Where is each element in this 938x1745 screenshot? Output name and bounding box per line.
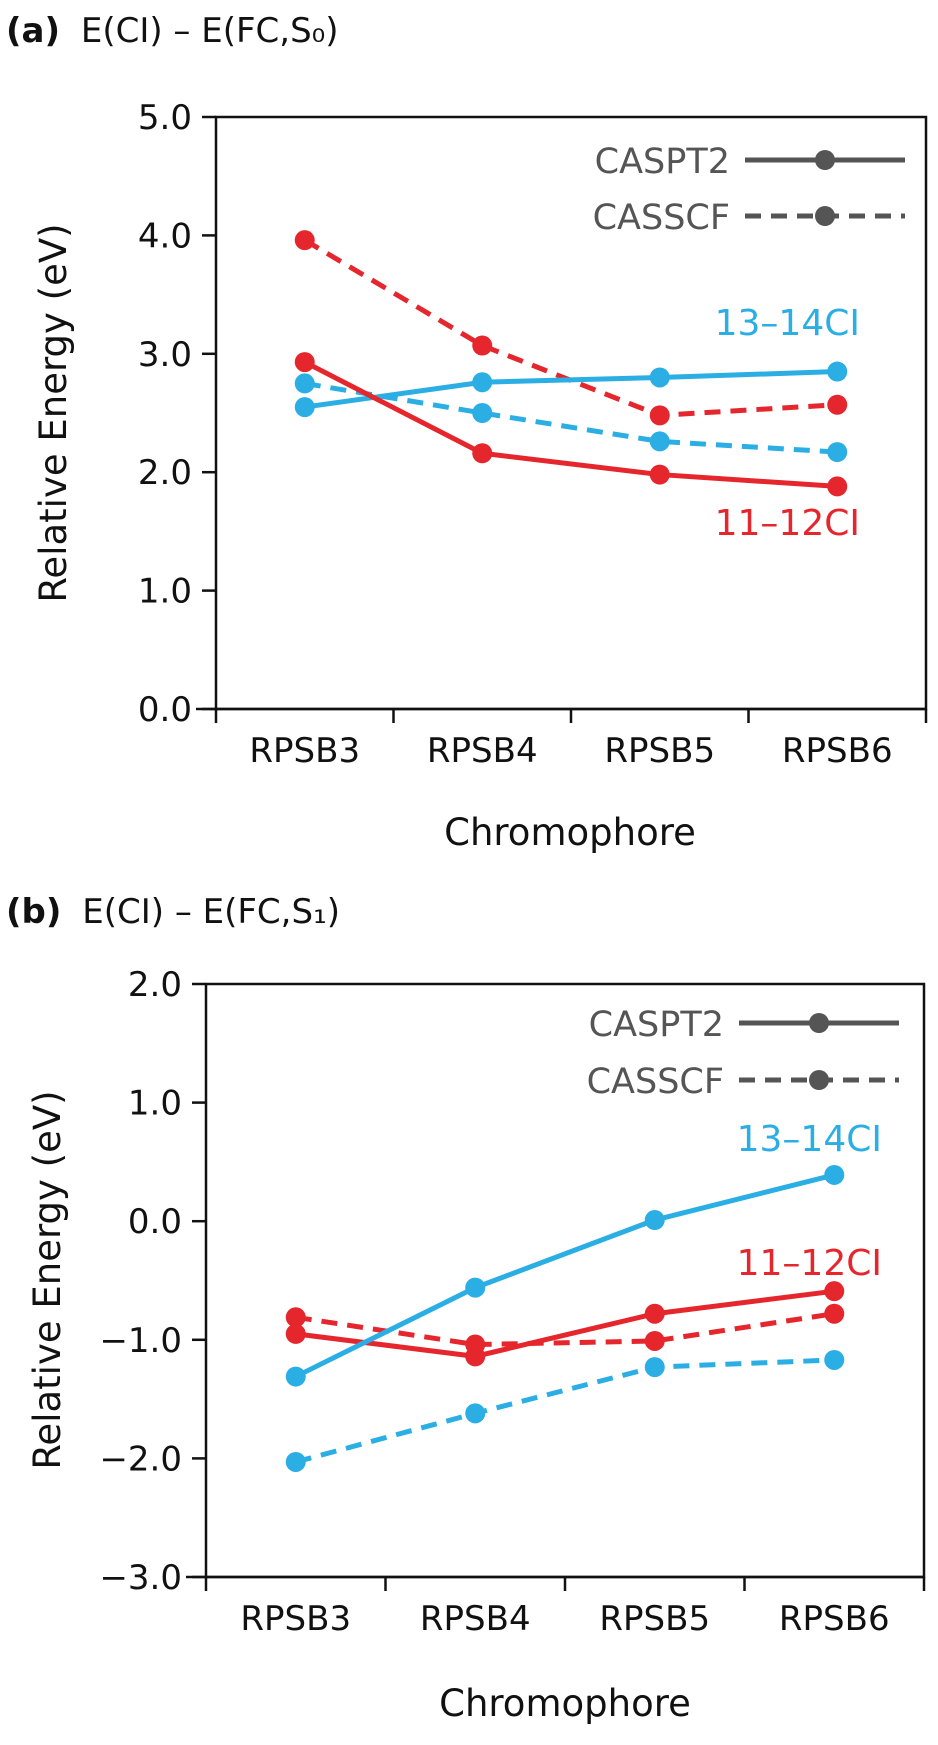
panel-b-y-tick-label: 2.0 [128,965,182,1005]
panel-a-13-14ci-casscf-point-rpsb6 [827,442,848,463]
panel-a-y-axis-title: Relative Energy (eV) [32,223,75,602]
panel-a-y-tick-label: 5.0 [138,98,192,138]
panel-a-legend-marker-casscf [815,206,835,226]
panel-a-y-axis: 0.0 1.0 2.0 3.0 4.0 5.0 [138,98,216,730]
panel-a-11-12ci-caspt2-point-rpsb4 [472,443,493,464]
panel-a-legend: CASPT2 CASSCF [593,142,905,238]
panel-a-x-tick-label-rpsb6: RPSB6 [782,731,893,771]
panel-a-y-tick-label: 2.0 [138,453,192,493]
panel-b-11-12ci-caspt2-point-rpsb4 [465,1346,486,1367]
panel-a-y-tick-label: 1.0 [138,572,192,612]
panel-a-x-axis-title: Chromophore [444,811,696,854]
panel-b-11-12ci-caspt2-point-rpsb6 [824,1281,845,1302]
panel-b-y-tick-label: 1.0 [128,1084,182,1124]
panel-a-13-14ci-casscf-point-rpsb4 [472,403,493,423]
panel-b-y-tick-label: −2.0 [99,1439,182,1479]
panel-a-11-12ci-casscf-point-rpsb6 [827,394,848,415]
panel-a-legend-marker-caspt2 [815,150,835,170]
panel-b-legend: CASPT2 CASSCF [587,1005,899,1102]
panel-b-legend-label-caspt2: CASPT2 [589,1005,724,1045]
panel-b-11-12ci-caspt2-point-rpsb5 [644,1303,665,1324]
panel-b-series-label-13-14ci: 13–14CI [737,1119,882,1160]
panel-b-11-12ci-caspt2-point-rpsb3 [285,1323,306,1344]
panel-b-legend-label-casscf: CASSCF [587,1062,724,1102]
panel-a-label: (a) [6,11,60,51]
panel-a-y-tick-label: 4.0 [138,216,192,256]
panel-a-x-axis: RPSB3 RPSB4 RPSB5 RPSB6 [196,707,928,771]
panel-a-11-12ci-casscf-point-rpsb4 [472,335,493,356]
panel-a-11-12ci-casscf-point-rpsb3 [294,230,315,251]
panel-a-13-14ci-caspt2-point-rpsb3 [294,397,315,418]
panel-b-x-tick-label-rpsb3: RPSB3 [240,1599,351,1639]
panel-a-title: (a) E(CI) – E(FC,S₀) [6,11,339,51]
panel-b-13-14ci-caspt2-point-rpsb4 [465,1277,486,1298]
panel-b-series [285,1164,845,1472]
panel-b-x-tick-label-rpsb5: RPSB5 [599,1599,710,1639]
panel-a-series [294,230,848,497]
panel-a-11-12ci-caspt2-point-rpsb6 [827,476,848,497]
panel-a-11-12ci-caspt2-point-rpsb5 [649,464,670,485]
panel-a-series-label-11-12ci: 11–12CI [715,503,860,544]
panel-b-13-14ci-caspt2-point-rpsb6 [824,1164,845,1185]
panel-b-11-12ci-casscf-point-rpsb6 [824,1303,845,1324]
panel-a-13-14ci-caspt2-line [304,369,838,410]
panel-b-label: (b) [6,892,61,932]
panel-a-13-14ci-caspt2-point-rpsb4 [472,372,493,393]
panel-b-y-tick-label: 0.0 [128,1202,182,1242]
panel-a-13-14ci-casscf-point-rpsb3 [294,373,315,394]
panel-b-x-axis: RPSB3 RPSB4 RPSB5 RPSB6 [186,1575,926,1639]
panel-a-y-tick-label: 0.0 [138,690,192,730]
panel-b-y-axis: −3.0 −2.0 −1.0 0.0 1.0 2.0 [99,965,206,1598]
panel-b-13-14ci-casscf-point-rpsb4 [465,1403,486,1424]
panel-a-11-12ci-caspt2-line [303,359,838,489]
panel-a-x-tick-label-rpsb5: RPSB5 [604,731,715,771]
panel-b-13-14ci-casscf-point-rpsb6 [824,1349,845,1370]
panel-b-x-tick-label-rpsb4: RPSB4 [420,1599,531,1639]
panel-b-11-12ci-casscf-point-rpsb3 [285,1307,306,1328]
panel-a-13-14ci-casscf-line [304,380,838,455]
panel-a-title-text: E(CI) – E(FC,S₀) [81,11,339,51]
panel-a-11-12ci-caspt2-point-rpsb3 [294,352,315,373]
panel-a-x-tick-label-rpsb4: RPSB4 [427,731,538,771]
panel-b-13-14ci-caspt2-line [294,1172,835,1379]
panel-a-13-14ci-casscf-point-rpsb5 [649,431,670,452]
panel-a-series-label-13-14ci: 13–14CI [715,303,860,344]
panel-b-y-tick-label: −1.0 [99,1321,182,1361]
panel-b-x-axis-title: Chromophore [439,1682,691,1725]
panel-b-13-14ci-casscf-line [295,1357,835,1465]
panel-b-y-axis-title: Relative Energy (eV) [26,1090,69,1469]
panel-a-13-14ci-caspt2-point-rpsb5 [649,367,670,388]
panel-b-series-label-11-12ci: 11–12CI [737,1243,882,1284]
panel-b-title: (b) E(CI) – E(FC,S₁) [6,892,340,932]
panel-b-13-14ci-casscf-point-rpsb3 [285,1451,306,1472]
panel-b-y-tick-label: −3.0 [99,1558,182,1598]
panel-b-11-12ci-casscf-line [295,1311,835,1348]
panel-b-13-14ci-caspt2-point-rpsb3 [285,1366,306,1387]
panel-a-y-tick-label: 3.0 [138,335,192,375]
panel-a-13-14ci-caspt2-point-rpsb6 [827,361,848,382]
panel-b-title-text: E(CI) – E(FC,S₁) [82,892,340,932]
panel-b-legend-marker-casscf [809,1070,829,1090]
panel-a-x-tick-label-rpsb3: RPSB3 [249,731,360,771]
panel-b-11-12ci-caspt2-line [295,1288,835,1359]
panel-a-legend-label-caspt2: CASPT2 [595,142,730,182]
panel-b-13-14ci-caspt2-point-rpsb5 [644,1210,665,1231]
panel-b-x-tick-label-rpsb6: RPSB6 [779,1599,890,1639]
panel-b-11-12ci-casscf-point-rpsb5 [644,1330,665,1351]
panel-a-11-12ci-casscf-point-rpsb5 [649,405,670,426]
panel-b-13-14ci-casscf-point-rpsb5 [644,1357,665,1378]
panel-b-legend-marker-caspt2 [809,1013,829,1033]
panel-a: (a) E(CI) – E(FC,S₀) Chromophore Relativ… [6,11,928,854]
panel-a-legend-label-casscf: CASSCF [593,198,730,238]
panel-a-plot-frame [214,115,928,711]
panel-b: (b) E(CI) – E(FC,S₁) Chromophore Relativ… [6,892,926,1725]
